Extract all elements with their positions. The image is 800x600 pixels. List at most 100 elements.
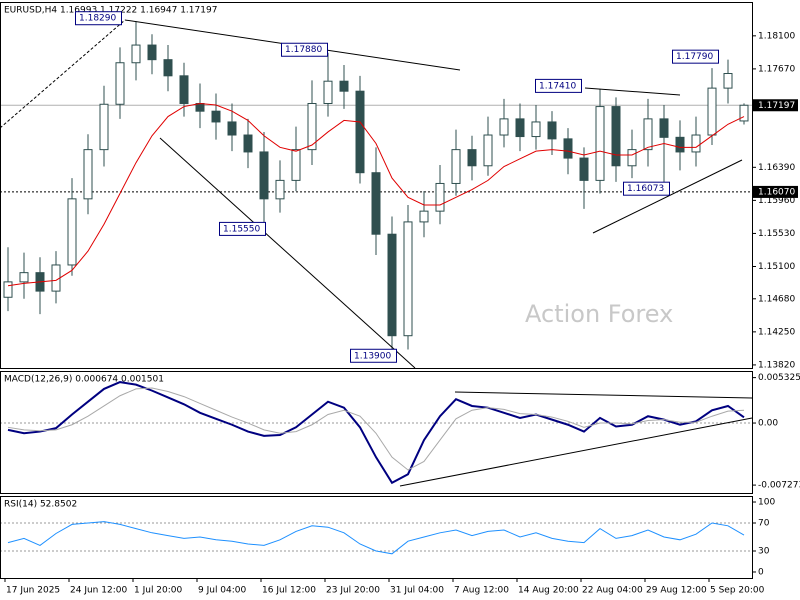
macd-title: MACD(12,26,9) 0.000674 0.001501 bbox=[4, 375, 164, 385]
annotation-label: 1.17790 bbox=[676, 52, 713, 62]
candle-body bbox=[563, 138, 573, 159]
watermark: Action Forex bbox=[525, 300, 673, 328]
candle-body bbox=[339, 80, 349, 92]
y-tick-label: 1.14250 bbox=[758, 327, 795, 337]
candle-body bbox=[259, 151, 269, 200]
trend-line bbox=[159, 137, 416, 369]
candle-body bbox=[227, 121, 237, 136]
candle-body bbox=[147, 44, 157, 61]
indicator-line bbox=[7, 381, 745, 485]
candle-body bbox=[435, 182, 445, 212]
x-tick-label: 24 Jun 12:00 bbox=[70, 586, 127, 596]
candle-body bbox=[3, 281, 13, 298]
candle-body bbox=[291, 149, 301, 181]
chart-title: EURUSD,H4 1.16993 1.17222 1.16947 1.1719… bbox=[4, 6, 217, 16]
y-tick-label: 1.18100 bbox=[758, 31, 795, 41]
candle-body bbox=[131, 44, 141, 64]
y-tick-label: 70 bbox=[758, 519, 770, 529]
trend-line bbox=[584, 87, 681, 96]
trend-line bbox=[399, 417, 753, 487]
candle-body bbox=[595, 106, 605, 181]
x-tick-label: 31 Jul 04:00 bbox=[390, 586, 444, 596]
candle-body bbox=[547, 121, 557, 140]
candle-body bbox=[387, 233, 397, 337]
annotation-box bbox=[623, 181, 670, 196]
candle-body bbox=[723, 73, 733, 89]
annotation-box bbox=[672, 49, 719, 64]
y-tick-label: 1.17670 bbox=[758, 64, 795, 74]
y-tick-label: 1.13820 bbox=[758, 360, 795, 370]
rsi-panel-frame bbox=[0, 496, 753, 579]
x-tick-label: 5 Sep 20:00 bbox=[710, 586, 765, 596]
candle-body bbox=[643, 118, 653, 151]
candle-body bbox=[691, 134, 701, 153]
candle-body bbox=[371, 172, 381, 235]
candle-body bbox=[19, 272, 29, 283]
annotation-label: 1.16073 bbox=[627, 184, 664, 194]
annotation-label: 1.13900 bbox=[354, 351, 391, 361]
indicator-line bbox=[7, 102, 745, 287]
x-tick-label: 23 Jul 20:00 bbox=[326, 586, 380, 596]
annotation-box bbox=[350, 348, 397, 363]
candle-body bbox=[499, 118, 509, 136]
candle-body bbox=[275, 179, 285, 200]
candle-body bbox=[675, 136, 685, 153]
trend-line bbox=[592, 159, 743, 234]
candle-body bbox=[163, 59, 173, 77]
y-tick-label: 1.16390 bbox=[758, 163, 795, 173]
candle-body bbox=[179, 75, 189, 104]
y-tick-label: 0.00 bbox=[758, 419, 778, 429]
candle-body bbox=[99, 103, 109, 151]
candle-body bbox=[707, 87, 717, 136]
trend-lines bbox=[0, 19, 753, 487]
trend-line bbox=[0, 19, 126, 129]
candle-body bbox=[531, 121, 541, 138]
candle-body bbox=[579, 157, 589, 181]
y-tick-label: -0.007273 bbox=[758, 481, 800, 491]
y-tick-label: 30 bbox=[758, 546, 770, 556]
annotation-label: 1.17410 bbox=[539, 81, 576, 91]
layers: Action Forex bbox=[0, 21, 752, 555]
y-tick-label: 100 bbox=[758, 498, 775, 508]
candle-body bbox=[451, 149, 461, 184]
x-tick-label: 1 Jul 20:00 bbox=[134, 586, 183, 596]
candle-body bbox=[115, 62, 125, 105]
price-label-box bbox=[752, 185, 798, 198]
annotation-label: 1.17880 bbox=[285, 45, 322, 55]
x-tick-label: 17 Jun 2025 bbox=[6, 586, 60, 596]
candle-body bbox=[611, 106, 621, 167]
candle-body bbox=[307, 102, 317, 151]
candle-body bbox=[323, 80, 333, 104]
y-tick-label: 1.15960 bbox=[758, 196, 795, 206]
candle-body bbox=[515, 118, 525, 138]
candle-body bbox=[243, 134, 253, 153]
y-tick-label: 1.15100 bbox=[758, 262, 795, 272]
annotation-label: 1.15550 bbox=[223, 224, 260, 234]
indicator-line bbox=[7, 521, 745, 555]
candle-body bbox=[211, 110, 221, 123]
price-label-box bbox=[752, 99, 798, 112]
y-tick-label: 1.15530 bbox=[758, 229, 795, 239]
x-tick-label: 16 Jul 12:00 bbox=[262, 586, 316, 596]
candle-body bbox=[355, 90, 365, 174]
x-tick-label: 9 Jul 04:00 bbox=[198, 586, 247, 596]
x-tick-label: 7 Aug 12:00 bbox=[454, 586, 509, 596]
y-tick-label: 0.005325 bbox=[758, 373, 800, 383]
x-tick-label: 22 Aug 04:00 bbox=[582, 586, 643, 596]
candle-body bbox=[483, 134, 493, 167]
annotation-box bbox=[535, 78, 582, 93]
price-label: 1.16070 bbox=[758, 187, 795, 197]
rsi-title: RSI(14) 52.8502 bbox=[4, 500, 77, 510]
price-label: 1.17197 bbox=[758, 101, 795, 111]
candle-body bbox=[403, 221, 413, 337]
candle-body bbox=[67, 198, 77, 266]
annotation-box bbox=[281, 42, 328, 57]
candle-body bbox=[83, 149, 93, 200]
indicator-line bbox=[7, 387, 745, 471]
candle-body bbox=[739, 104, 749, 122]
y-tick-label: 1.14680 bbox=[758, 294, 795, 304]
candle-body bbox=[659, 118, 669, 138]
candle-body bbox=[419, 210, 429, 223]
annotation-box bbox=[219, 221, 266, 236]
